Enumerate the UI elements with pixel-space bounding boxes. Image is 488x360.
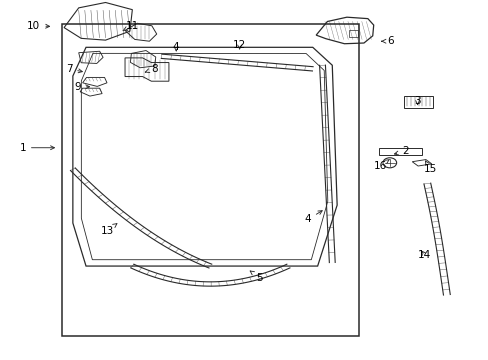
- Text: 15: 15: [423, 161, 436, 174]
- Bar: [378, 148, 422, 155]
- Text: 4: 4: [304, 211, 322, 224]
- Bar: [404, 96, 432, 108]
- Text: 13: 13: [100, 224, 117, 236]
- Text: 2: 2: [394, 146, 408, 156]
- Bar: [348, 30, 357, 37]
- Text: 3: 3: [413, 96, 420, 106]
- Text: 14: 14: [417, 250, 430, 260]
- Text: 10: 10: [27, 21, 49, 31]
- Text: 11: 11: [122, 21, 139, 31]
- Text: 9: 9: [74, 82, 89, 92]
- Text: 6: 6: [381, 36, 393, 46]
- Text: 16: 16: [373, 159, 389, 171]
- Text: 7: 7: [65, 64, 82, 74]
- Text: 8: 8: [145, 64, 157, 74]
- Text: 1: 1: [20, 143, 54, 153]
- Text: 12: 12: [232, 40, 246, 50]
- Text: 5: 5: [250, 271, 262, 283]
- Text: 4: 4: [173, 42, 179, 52]
